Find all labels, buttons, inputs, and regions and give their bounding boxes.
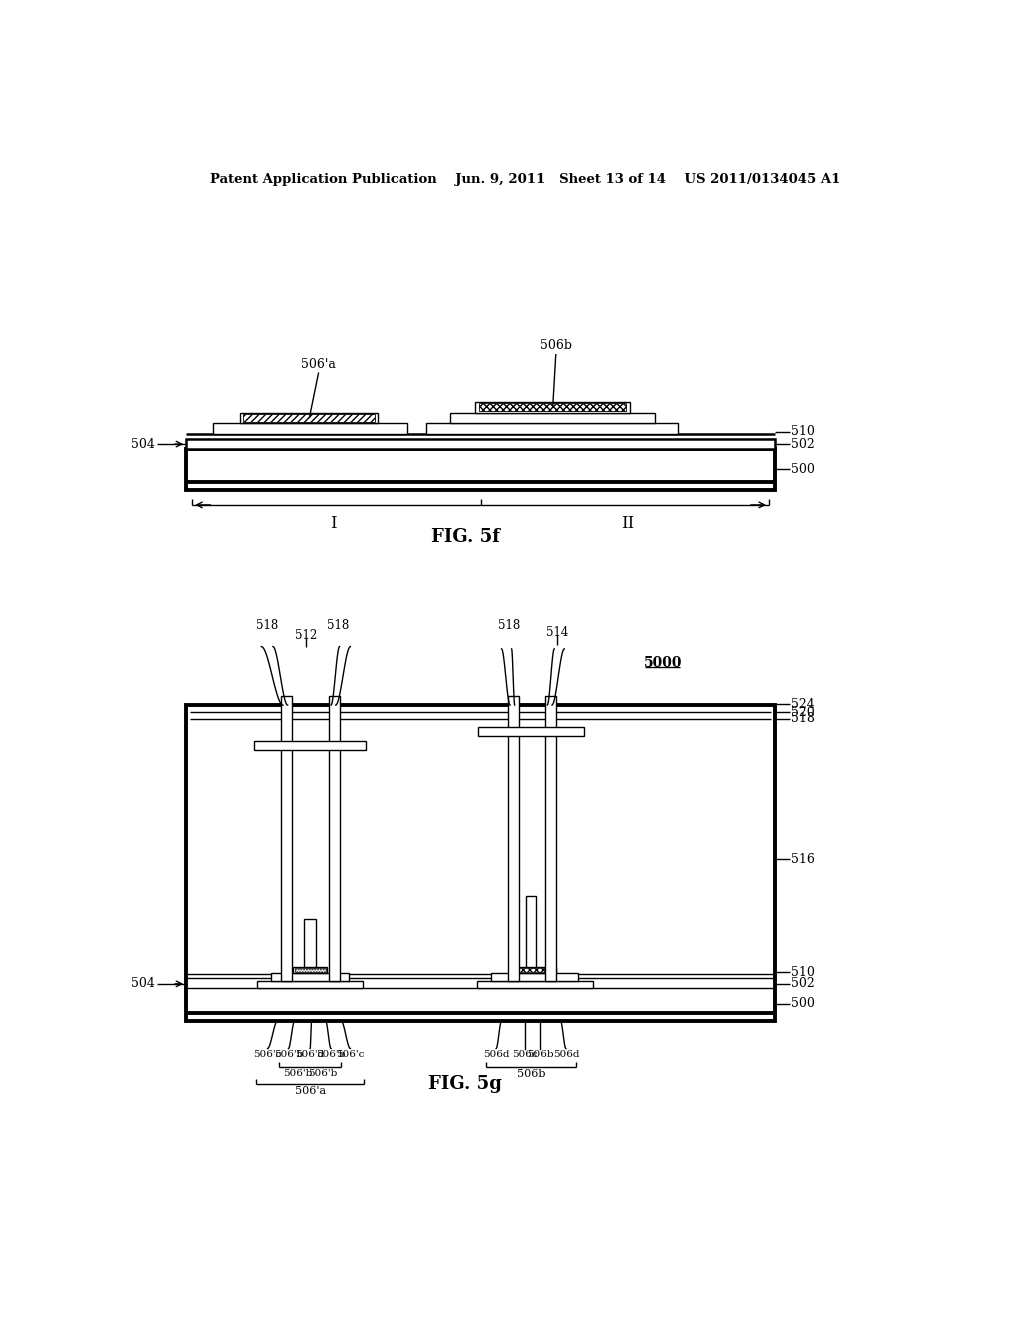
Bar xyxy=(426,424,678,434)
Text: 518: 518 xyxy=(327,619,349,631)
Text: 506b: 506b xyxy=(540,339,571,352)
Bar xyxy=(490,973,578,981)
Text: 514: 514 xyxy=(546,626,568,639)
Bar xyxy=(186,449,775,490)
Text: 506'd: 506'd xyxy=(296,1051,325,1059)
Text: I: I xyxy=(330,515,337,532)
Text: 520: 520 xyxy=(792,705,815,718)
Text: 518: 518 xyxy=(256,619,278,631)
Bar xyxy=(254,742,366,750)
Bar xyxy=(525,896,537,966)
Bar xyxy=(213,424,407,434)
Text: 506'b: 506'b xyxy=(283,1069,312,1078)
Text: 506'b: 506'b xyxy=(316,1051,346,1059)
Bar xyxy=(450,413,655,424)
Bar xyxy=(281,696,292,981)
Text: 5000: 5000 xyxy=(643,656,682,669)
Text: 504: 504 xyxy=(131,977,155,990)
Bar xyxy=(512,966,556,973)
Text: 506d: 506d xyxy=(553,1051,580,1059)
Text: 506'b: 506'b xyxy=(308,1069,337,1078)
Text: 506c: 506c xyxy=(512,1051,538,1059)
Text: 506'c: 506'c xyxy=(336,1051,365,1059)
Bar xyxy=(514,968,554,972)
Text: 502: 502 xyxy=(792,437,815,450)
Text: 510: 510 xyxy=(792,425,815,438)
Text: 518: 518 xyxy=(498,619,520,631)
Text: 500: 500 xyxy=(792,998,815,1010)
Text: 512: 512 xyxy=(295,630,317,643)
Text: 510: 510 xyxy=(792,966,815,979)
Text: Patent Application Publication    Jun. 9, 2011   Sheet 13 of 14    US 2011/01340: Patent Application Publication Jun. 9, 2… xyxy=(210,173,840,186)
Bar xyxy=(241,413,378,424)
Text: 506'a: 506'a xyxy=(301,358,336,371)
Bar xyxy=(186,438,775,449)
Text: 506'a: 506'a xyxy=(295,1086,326,1096)
Text: 518: 518 xyxy=(792,713,815,726)
Text: FIG. 5f: FIG. 5f xyxy=(431,528,500,546)
Text: 506b: 506b xyxy=(527,1051,554,1059)
Text: FIG. 5g: FIG. 5g xyxy=(428,1074,502,1093)
Bar xyxy=(244,414,375,422)
Text: 502: 502 xyxy=(792,977,815,990)
Text: 506d: 506d xyxy=(483,1051,509,1059)
Text: 524: 524 xyxy=(792,698,815,711)
Bar xyxy=(478,727,584,737)
Text: 506b: 506b xyxy=(517,1069,545,1080)
Bar xyxy=(475,401,630,412)
Text: 506'c: 506'c xyxy=(253,1051,282,1059)
Bar xyxy=(479,404,627,411)
Bar xyxy=(545,696,556,981)
Text: II: II xyxy=(622,515,635,532)
Bar xyxy=(329,696,340,981)
Bar xyxy=(477,981,593,989)
Bar xyxy=(295,968,326,972)
Bar xyxy=(271,973,349,981)
Text: 516: 516 xyxy=(792,853,815,866)
Text: 506'b: 506'b xyxy=(273,1051,303,1059)
Bar xyxy=(257,981,362,989)
Text: 500: 500 xyxy=(792,463,815,477)
Text: 504: 504 xyxy=(131,437,155,450)
Bar xyxy=(304,919,316,966)
Bar xyxy=(508,696,518,981)
Bar xyxy=(293,966,328,973)
Bar xyxy=(186,705,775,1020)
